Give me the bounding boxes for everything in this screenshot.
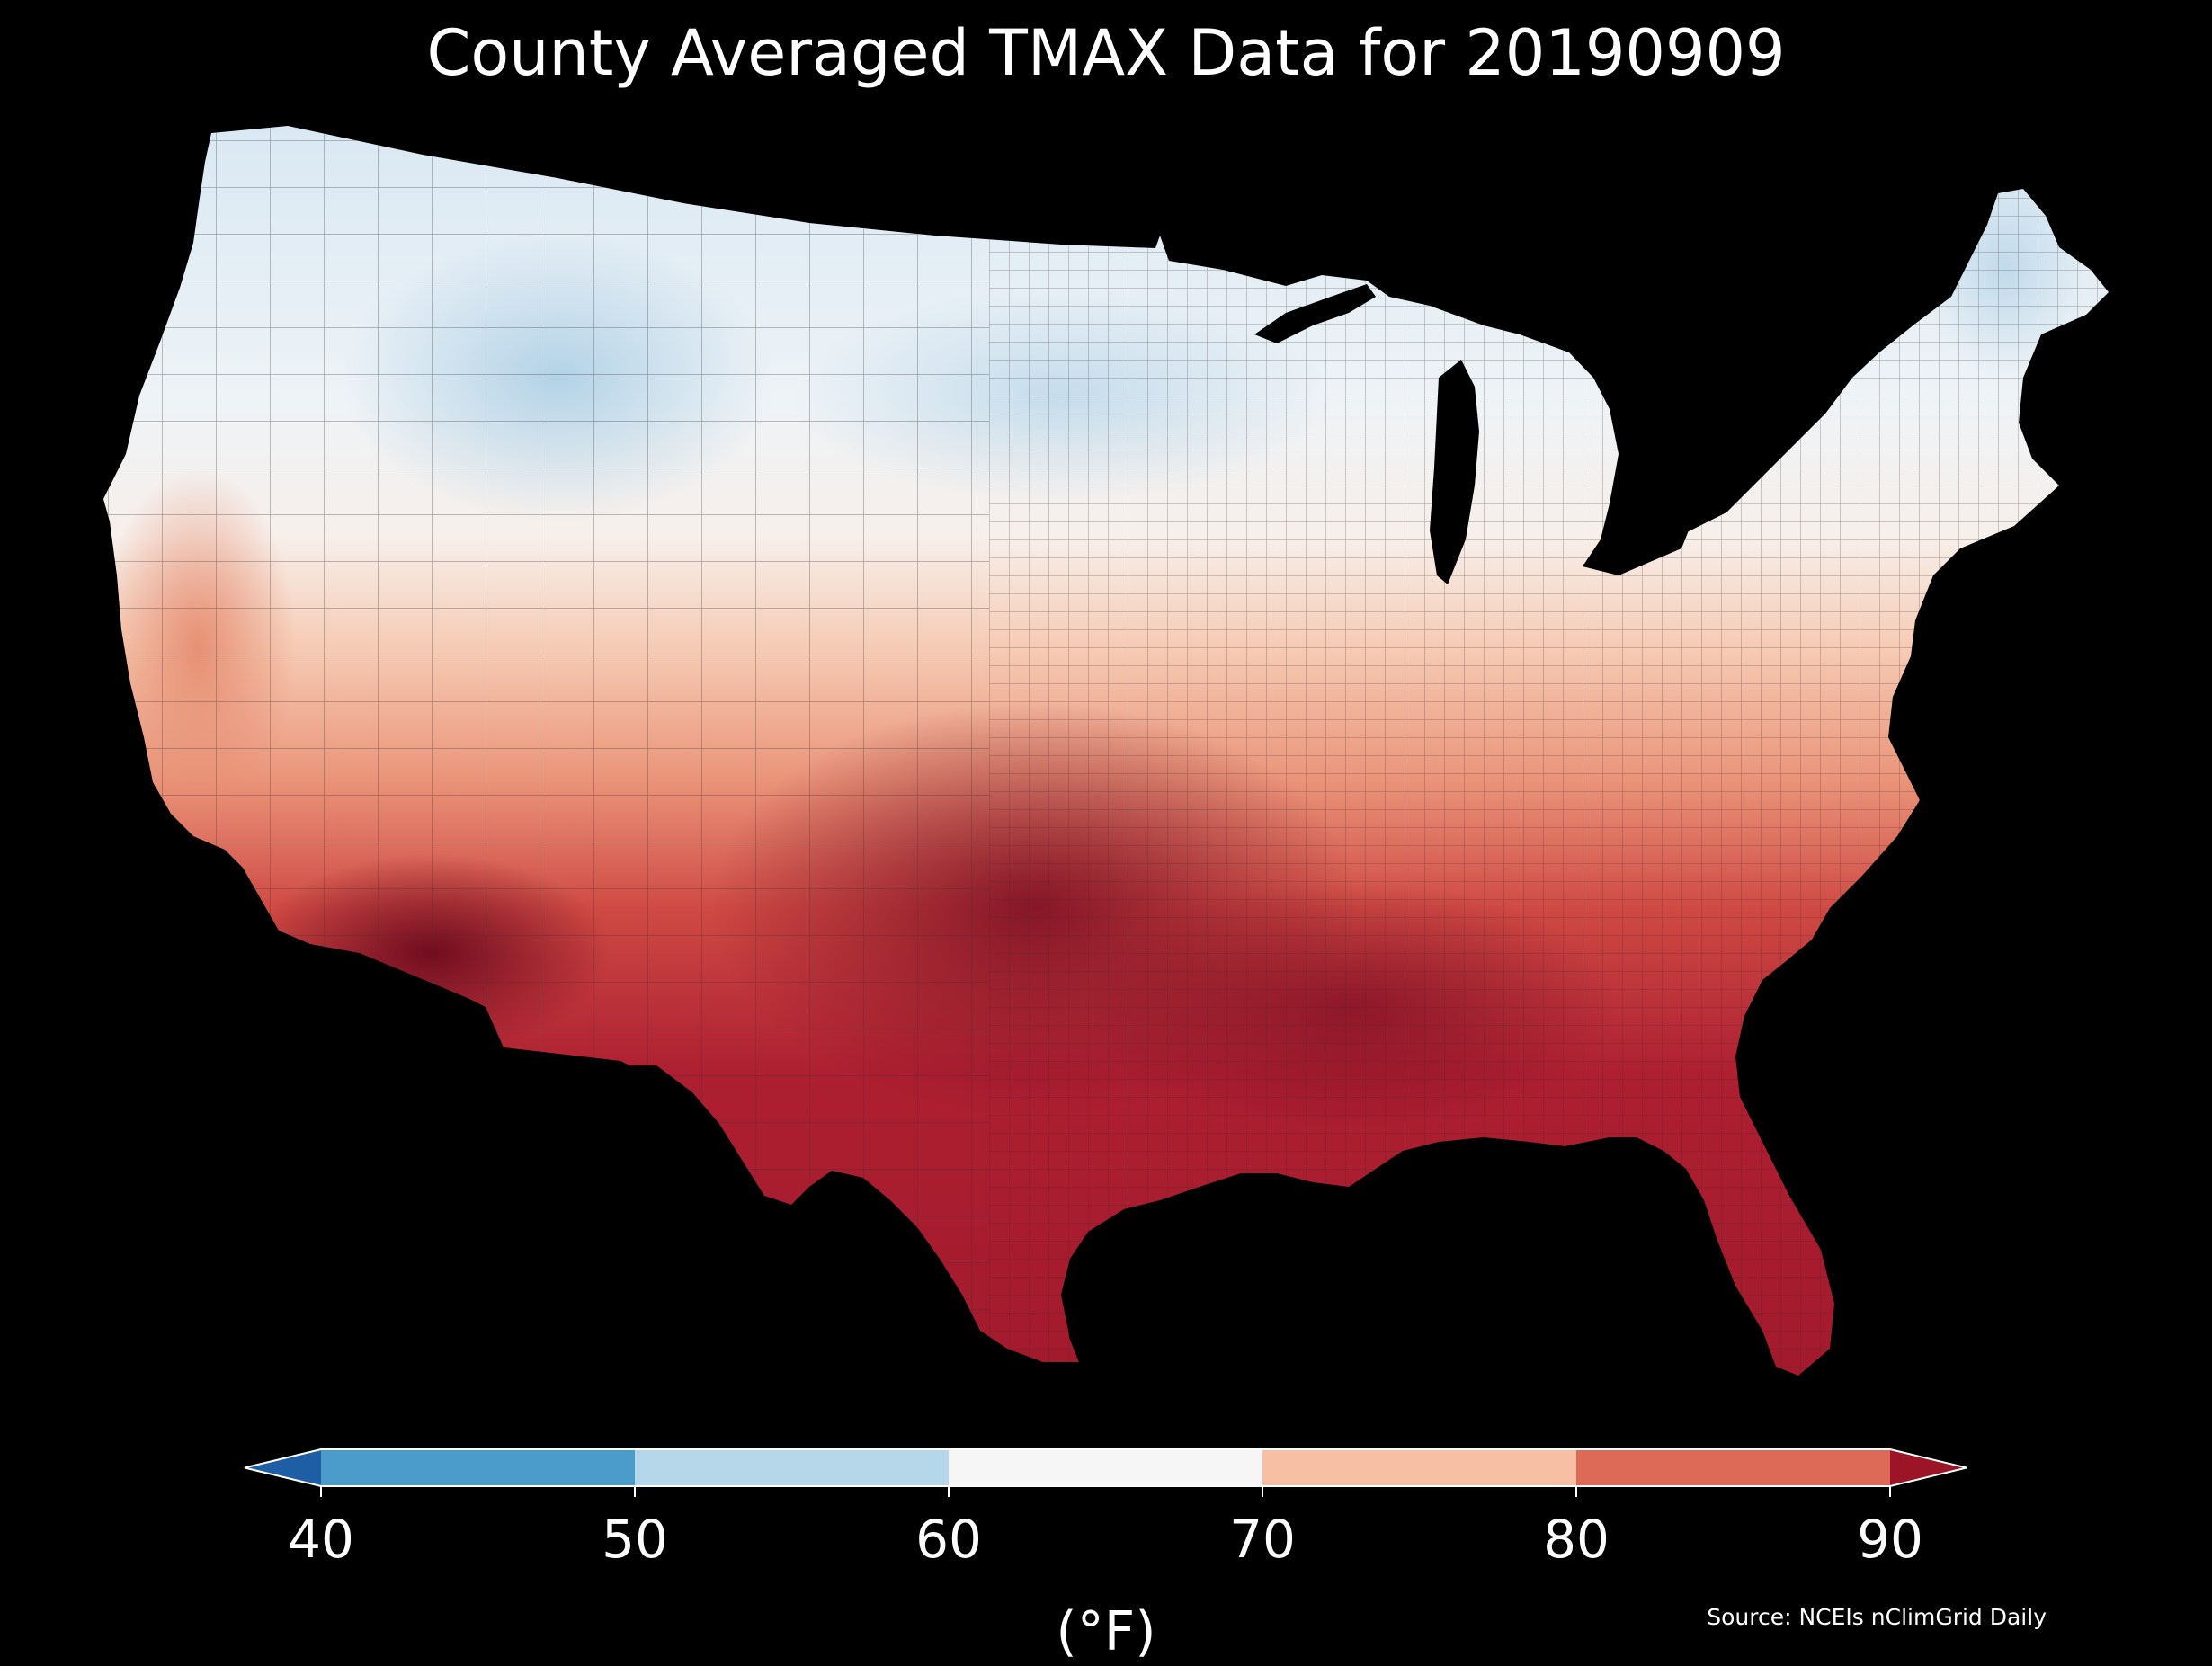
- colorbar-tick-label: 60: [915, 1509, 982, 1570]
- colorbar-bin-40-50: [321, 1449, 635, 1486]
- lake-michigan: [1430, 360, 1479, 584]
- lake-superior: [1254, 284, 1376, 343]
- colorbar-over-extension: [1890, 1449, 1967, 1486]
- colorbar-bin-60-70: [949, 1449, 1262, 1486]
- colorbar-tick-label: 70: [1229, 1509, 1296, 1570]
- colorbar-bin-50-60: [635, 1449, 949, 1486]
- great-lakes: [1254, 284, 1690, 584]
- colorbar-unit-label: (°F): [1056, 1600, 1156, 1663]
- colorbar-tick-label: 40: [288, 1509, 354, 1570]
- county-borders-east: [989, 126, 2109, 1376]
- colorbar-under-extension: [245, 1449, 321, 1486]
- colorbar-tick-label: 80: [1543, 1509, 1610, 1570]
- colorbar: [244, 1448, 1967, 1497]
- lake-erie: [1583, 526, 1690, 575]
- us-county-map: [103, 126, 2109, 1376]
- colorbar-tick-label: 90: [1857, 1509, 1923, 1570]
- county-borders-west: [103, 126, 989, 1376]
- map-title: County Averaged TMAX Data for 20190909: [426, 16, 1786, 90]
- colorbar-bin-70-80: [1262, 1449, 1576, 1486]
- colorbar-tick-label: 50: [602, 1509, 668, 1570]
- colorbar-bin-80-90: [1576, 1449, 1890, 1486]
- source-credit: Source: NCEIs nClimGrid Daily: [1707, 1604, 2047, 1630]
